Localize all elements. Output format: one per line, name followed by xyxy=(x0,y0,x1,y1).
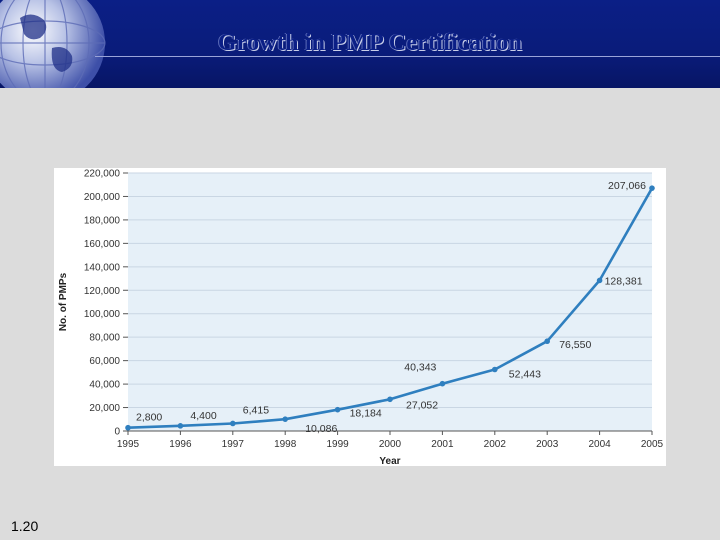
y-tick-label: 20,000 xyxy=(89,403,120,414)
plot-area xyxy=(128,173,652,431)
x-tick-label: 2002 xyxy=(484,439,507,450)
y-axis-title: No. of PMPs xyxy=(58,272,69,331)
y-tick-label: 180,000 xyxy=(84,215,121,226)
y-tick-label: 140,000 xyxy=(84,262,121,273)
data-point xyxy=(125,424,131,431)
x-tick-label: 1995 xyxy=(117,439,140,450)
x-tick-label: 2003 xyxy=(536,439,559,450)
x-tick-label: 1999 xyxy=(326,439,349,450)
data-points xyxy=(125,185,655,431)
gridlines xyxy=(128,172,652,409)
x-tick-label: 1996 xyxy=(169,439,192,450)
x-axis-title: Year xyxy=(379,456,400,466)
line-chart-svg: 0 20,000 40,000 60,000 80,000 100,000 120,000 1… xyxy=(58,169,664,467)
x-tick-label: 2004 xyxy=(588,439,611,450)
y-tick-label: 80,000 xyxy=(89,333,120,344)
data-point xyxy=(492,366,498,373)
data-label: 27,052 xyxy=(406,399,438,411)
globe-icon xyxy=(0,0,106,88)
data-point xyxy=(596,277,603,284)
data-point xyxy=(544,338,550,345)
data-label: 10,086 xyxy=(305,423,337,435)
y-tick-label: 60,000 xyxy=(89,356,120,367)
y-tick-label: 100,000 xyxy=(84,309,121,320)
data-label: 2,800 xyxy=(136,412,162,424)
data-label: 76,550 xyxy=(559,339,591,351)
data-label: 18,184 xyxy=(350,408,382,420)
data-point xyxy=(387,396,393,403)
data-point xyxy=(282,416,288,422)
y-tick-label: 200,000 xyxy=(84,192,121,203)
x-axis-ticks: 1995 1996 1997 1998 1999 2000 2001 2002 2003 2004… xyxy=(117,431,664,450)
data-point xyxy=(230,420,236,427)
y-tick-label: 40,000 xyxy=(89,380,120,391)
x-tick-label: 1997 xyxy=(222,439,245,450)
data-point xyxy=(649,185,655,191)
data-point xyxy=(177,423,184,429)
x-tick-label: 1998 xyxy=(274,439,297,450)
x-tick-label: 2000 xyxy=(379,439,402,450)
data-label: 40,343 xyxy=(404,362,436,374)
data-point xyxy=(439,380,446,387)
y-tick-label: 120,000 xyxy=(84,286,121,297)
data-label: 52,443 xyxy=(509,368,541,380)
x-tick-label: 2005 xyxy=(641,439,664,450)
data-point xyxy=(334,406,341,413)
chart: 0 20,000 40,000 60,000 80,000 100,000 120,000 1… xyxy=(54,168,666,466)
data-label: 128,381 xyxy=(605,275,643,287)
y-axis-ticks: 0 20,000 40,000 60,000 80,000 100,000 120,000 1… xyxy=(84,169,128,438)
y-tick-label: 0 xyxy=(114,427,120,438)
slide-title: Growth in PMP Certification xyxy=(217,30,523,56)
data-labels: 2,800 4,400 6,415 10,086 18,184 27,052 40,343 5… xyxy=(136,180,646,435)
data-label: 6,415 xyxy=(243,404,269,416)
slide-header: Growth in PMP Certification xyxy=(0,0,720,88)
y-tick-label: 220,000 xyxy=(84,169,121,180)
data-label: 207,066 xyxy=(608,180,646,192)
y-tick-label: 160,000 xyxy=(84,239,121,250)
data-label: 4,400 xyxy=(190,410,216,422)
slide-number: 1.20 xyxy=(11,518,39,534)
header-rule xyxy=(95,56,720,57)
x-tick-label: 2001 xyxy=(431,439,454,450)
